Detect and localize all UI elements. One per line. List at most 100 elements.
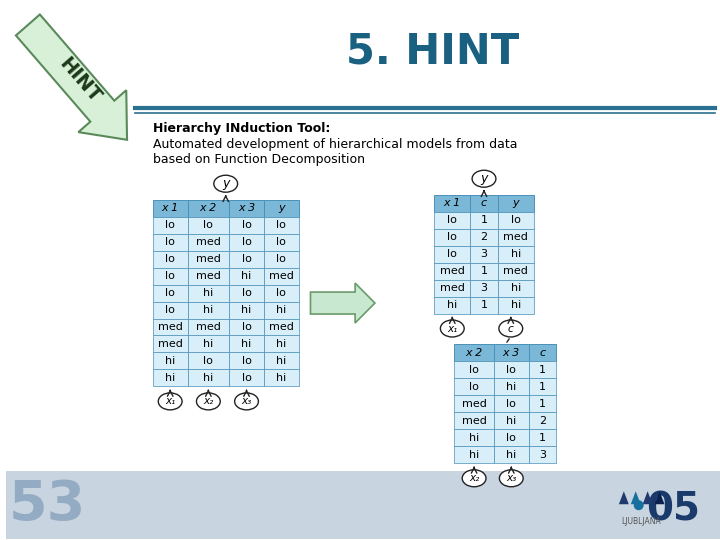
Bar: [187, 268, 229, 285]
Text: lo: lo: [510, 215, 521, 225]
Text: y: y: [480, 172, 487, 185]
Bar: [6, 471, 720, 539]
Bar: [528, 361, 557, 379]
Text: med: med: [462, 416, 487, 426]
Bar: [434, 195, 470, 212]
Ellipse shape: [500, 470, 523, 487]
Text: med: med: [196, 271, 221, 281]
Text: LJUBLJANA: LJUBLJANA: [621, 517, 660, 526]
Text: x₃: x₃: [506, 473, 516, 483]
Text: hi: hi: [276, 373, 287, 383]
Bar: [434, 262, 470, 280]
Bar: [454, 345, 494, 361]
Text: med: med: [462, 399, 487, 409]
Ellipse shape: [158, 393, 182, 410]
Bar: [528, 429, 557, 447]
Bar: [229, 251, 264, 268]
Bar: [229, 234, 264, 251]
Bar: [494, 379, 528, 395]
Text: 53: 53: [9, 478, 86, 532]
Bar: [229, 319, 264, 335]
Bar: [434, 212, 470, 228]
Bar: [187, 285, 229, 301]
Text: lo: lo: [242, 220, 251, 230]
Text: x 1: x 1: [444, 198, 461, 208]
Text: 1: 1: [539, 365, 546, 375]
Text: hi: hi: [469, 450, 480, 460]
Text: hi: hi: [241, 305, 252, 315]
Text: Hierarchy INduction Tool:: Hierarchy INduction Tool:: [153, 122, 330, 135]
Text: lo: lo: [447, 232, 457, 242]
Text: lo: lo: [242, 288, 251, 298]
Text: c: c: [481, 198, 487, 208]
Text: 2: 2: [539, 416, 546, 426]
Text: lo: lo: [242, 322, 251, 332]
Text: hi: hi: [276, 356, 287, 366]
Ellipse shape: [472, 170, 496, 187]
Bar: [264, 353, 299, 369]
Polygon shape: [654, 491, 665, 504]
Ellipse shape: [441, 320, 464, 337]
Text: lo: lo: [166, 220, 175, 230]
Text: lo: lo: [506, 433, 516, 443]
Bar: [528, 379, 557, 395]
Text: x₁: x₁: [165, 396, 175, 407]
Bar: [264, 268, 299, 285]
Bar: [153, 369, 187, 387]
Bar: [470, 195, 498, 212]
Text: med: med: [196, 237, 221, 247]
Text: x 1: x 1: [161, 203, 179, 213]
Text: lo: lo: [166, 254, 175, 264]
Text: hi: hi: [203, 288, 213, 298]
Text: hi: hi: [203, 305, 213, 315]
Bar: [498, 280, 534, 296]
Text: hi: hi: [276, 339, 287, 349]
Text: lo: lo: [166, 271, 175, 281]
Text: lo: lo: [204, 356, 213, 366]
Bar: [187, 335, 229, 353]
Bar: [153, 335, 187, 353]
Bar: [187, 200, 229, 217]
Polygon shape: [619, 491, 629, 504]
Text: med: med: [440, 266, 464, 276]
Bar: [470, 280, 498, 296]
Bar: [528, 395, 557, 413]
Bar: [153, 200, 187, 217]
Text: 1: 1: [539, 399, 546, 409]
Bar: [528, 345, 557, 361]
Text: lo: lo: [276, 288, 286, 298]
Text: hi: hi: [203, 339, 213, 349]
Text: x 2: x 2: [465, 348, 482, 358]
Bar: [187, 234, 229, 251]
Bar: [454, 413, 494, 429]
Bar: [494, 413, 528, 429]
Text: lo: lo: [166, 237, 175, 247]
Bar: [470, 228, 498, 246]
Text: y: y: [278, 203, 284, 213]
Bar: [454, 447, 494, 463]
Bar: [494, 447, 528, 463]
Bar: [187, 353, 229, 369]
Text: 3: 3: [480, 249, 487, 259]
Text: lo: lo: [276, 254, 286, 264]
Text: med: med: [158, 322, 183, 332]
Text: 1: 1: [480, 266, 487, 276]
Bar: [528, 413, 557, 429]
Bar: [153, 234, 187, 251]
Text: med: med: [196, 322, 221, 332]
Ellipse shape: [499, 320, 523, 337]
Bar: [264, 200, 299, 217]
Text: 1: 1: [539, 433, 546, 443]
Text: lo: lo: [204, 220, 213, 230]
Text: hi: hi: [447, 300, 457, 310]
Text: Automated development of hierarchical models from data: Automated development of hierarchical mo…: [153, 138, 518, 151]
Polygon shape: [631, 491, 641, 504]
Text: lo: lo: [506, 399, 516, 409]
Text: y: y: [513, 198, 519, 208]
FancyArrow shape: [310, 283, 375, 323]
Bar: [153, 268, 187, 285]
Text: lo: lo: [242, 373, 251, 383]
Bar: [264, 301, 299, 319]
Circle shape: [634, 500, 644, 510]
Ellipse shape: [214, 176, 238, 192]
